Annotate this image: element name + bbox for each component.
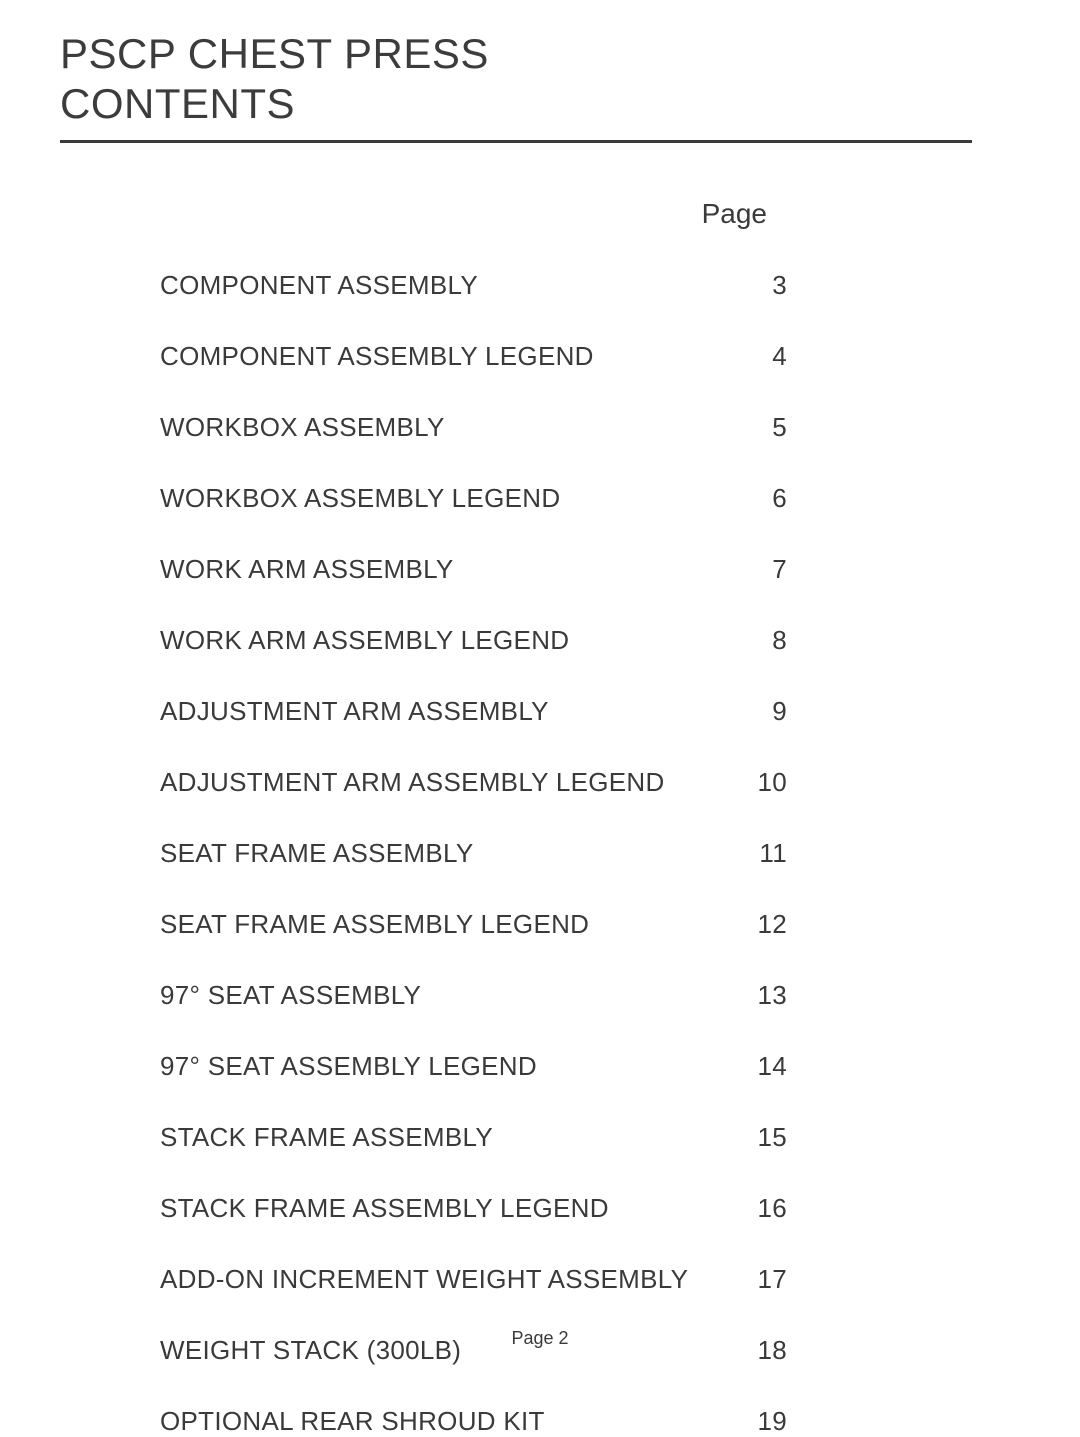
toc-row: ADJUSTMENT ARM ASSEMBLY LEGEND 10 (160, 767, 787, 798)
toc-entry-title: 97° SEAT ASSEMBLY LEGEND (160, 1051, 537, 1082)
toc-row: ADD-ON INCREMENT WEIGHT ASSEMBLY 17 (160, 1264, 787, 1295)
toc-row: COMPONENT ASSEMBLY LEGEND 4 (160, 341, 787, 372)
toc-entry-title: ADJUSTMENT ARM ASSEMBLY LEGEND (160, 767, 665, 798)
toc-entry-page: 19 (757, 1406, 787, 1437)
toc-entry-title: WORK ARM ASSEMBLY LEGEND (160, 625, 569, 656)
toc-entry-page: 17 (757, 1264, 787, 1295)
toc-entry-page: 10 (757, 767, 787, 798)
toc-row: STACK FRAME ASSEMBLY LEGEND 16 (160, 1193, 787, 1224)
toc-entry-title: COMPONENT ASSEMBLY (160, 270, 478, 301)
toc-entry-page: 15 (757, 1122, 787, 1153)
toc-entry-title: OPTIONAL REAR SHROUD KIT (160, 1406, 545, 1437)
toc-entry-title: COMPONENT ASSEMBLY LEGEND (160, 341, 594, 372)
toc-entry-title: STACK FRAME ASSEMBLY (160, 1122, 493, 1153)
toc-entry-page: 8 (772, 625, 787, 656)
toc-row: WORKBOX ASSEMBLY LEGEND 6 (160, 483, 787, 514)
page-footer: Page 2 (0, 1328, 1080, 1349)
toc-row: ADJUSTMENT ARM ASSEMBLY 9 (160, 696, 787, 727)
toc-row: WORK ARM ASSEMBLY LEGEND 8 (160, 625, 787, 656)
toc-entry-title: 97° SEAT ASSEMBLY (160, 980, 421, 1011)
toc-row: SEAT FRAME ASSEMBLY 11 (160, 838, 787, 869)
page-column-header: Page (60, 198, 972, 230)
toc-entry-title: WORK ARM ASSEMBLY (160, 554, 454, 585)
toc-row: 97° SEAT ASSEMBLY 13 (160, 980, 787, 1011)
toc-entry-page: 12 (757, 909, 787, 940)
toc-entry-title: SEAT FRAME ASSEMBLY (160, 838, 473, 869)
toc-row: COMPONENT ASSEMBLY 3 (160, 270, 787, 301)
document-title-line-2: CONTENTS (60, 80, 972, 128)
toc-entry-title: ADD-ON INCREMENT WEIGHT ASSEMBLY (160, 1264, 688, 1295)
toc-entry-page: 6 (772, 483, 787, 514)
toc-entry-page: 5 (772, 412, 787, 443)
toc-entry-title: WORKBOX ASSEMBLY (160, 412, 445, 443)
toc-list: COMPONENT ASSEMBLY 3 COMPONENT ASSEMBLY … (60, 270, 972, 1437)
toc-entry-page: 11 (759, 838, 787, 869)
page-container: PSCP CHEST PRESS CONTENTS Page COMPONENT… (0, 0, 1080, 1437)
toc-row: STACK FRAME ASSEMBLY 15 (160, 1122, 787, 1153)
toc-entry-title: STACK FRAME ASSEMBLY LEGEND (160, 1193, 609, 1224)
toc-row: WORKBOX ASSEMBLY 5 (160, 412, 787, 443)
toc-entry-page: 13 (757, 980, 787, 1011)
toc-entry-title: ADJUSTMENT ARM ASSEMBLY (160, 696, 549, 727)
toc-row: OPTIONAL REAR SHROUD KIT 19 (160, 1406, 787, 1437)
document-title-line-1: PSCP CHEST PRESS (60, 30, 972, 78)
toc-entry-page: 7 (772, 554, 787, 585)
title-divider (60, 140, 972, 143)
toc-entry-page: 14 (757, 1051, 787, 1082)
toc-entry-page: 16 (757, 1193, 787, 1224)
toc-row: SEAT FRAME ASSEMBLY LEGEND 12 (160, 909, 787, 940)
toc-entry-title: SEAT FRAME ASSEMBLY LEGEND (160, 909, 589, 940)
toc-entry-page: 4 (772, 341, 787, 372)
toc-entry-page: 9 (772, 696, 787, 727)
toc-entry-page: 3 (772, 270, 787, 301)
toc-row: 97° SEAT ASSEMBLY LEGEND 14 (160, 1051, 787, 1082)
toc-row: WORK ARM ASSEMBLY 7 (160, 554, 787, 585)
toc-entry-title: WORKBOX ASSEMBLY LEGEND (160, 483, 560, 514)
